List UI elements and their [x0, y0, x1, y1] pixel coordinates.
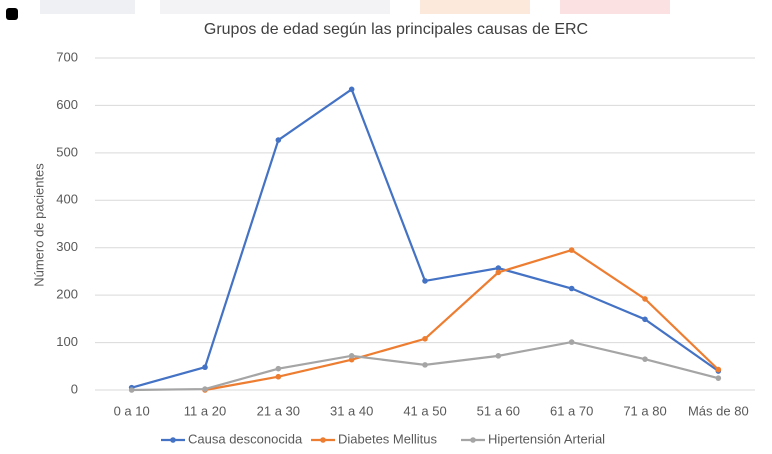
bullet — [6, 8, 18, 20]
data-point — [202, 364, 208, 371]
data-point — [422, 278, 428, 284]
y-tick-label: 300 — [56, 239, 78, 254]
data-point — [642, 296, 648, 302]
y-tick-label: 700 — [56, 49, 78, 64]
legend-label: Diabetes Mellitus — [338, 431, 437, 446]
data-point — [495, 265, 502, 271]
decoration — [40, 0, 135, 14]
data-point — [568, 339, 575, 345]
legend-marker — [170, 437, 176, 443]
x-tick-label: 61 a 70 — [550, 403, 593, 418]
x-tick-label: 31 a 40 — [330, 403, 373, 418]
data-point — [495, 269, 502, 276]
data-point — [275, 373, 282, 380]
data-point — [422, 362, 428, 368]
data-point — [568, 285, 575, 292]
legend-marker — [470, 437, 476, 443]
decoration — [560, 0, 670, 14]
data-point — [348, 86, 355, 93]
x-tick-label: 51 a 60 — [477, 403, 520, 418]
decoration — [420, 0, 530, 14]
y-tick-label: 100 — [56, 334, 78, 349]
x-tick-label: 11 a 20 — [184, 403, 226, 418]
y-tick-label: 0 — [71, 381, 78, 396]
y-tick-label: 400 — [56, 192, 78, 207]
x-tick-label: Más de 80 — [688, 403, 749, 418]
legend-marker — [320, 437, 326, 443]
decoration — [160, 0, 390, 14]
data-point — [128, 387, 135, 393]
y-tick-label: 200 — [56, 287, 78, 302]
data-point — [495, 353, 502, 359]
data-point — [202, 386, 208, 392]
y-tick-label: 600 — [56, 97, 78, 112]
series-line — [204, 248, 720, 392]
data-point — [715, 366, 722, 373]
y-axis-label: Número de pacientes — [31, 163, 46, 287]
chart-title: Grupos de edad según las principales cau… — [204, 21, 588, 38]
x-tick-label: 21 a 30 — [257, 403, 300, 418]
data-point — [715, 375, 722, 381]
legend-label: Causa desconocida — [188, 431, 303, 446]
data-point — [275, 365, 282, 372]
x-tick-label: 71 a 80 — [623, 403, 666, 418]
data-point — [642, 316, 648, 323]
legend-label: Hipertensión Arterial — [488, 431, 605, 446]
data-point — [568, 247, 575, 253]
x-tick-label: 41 a 50 — [403, 403, 446, 418]
x-tick-label: 0 a 10 — [114, 403, 150, 418]
data-point — [642, 356, 648, 362]
y-tick-label: 500 — [56, 144, 78, 159]
data-point — [348, 353, 355, 359]
data-point — [275, 137, 282, 143]
data-point — [422, 335, 428, 342]
